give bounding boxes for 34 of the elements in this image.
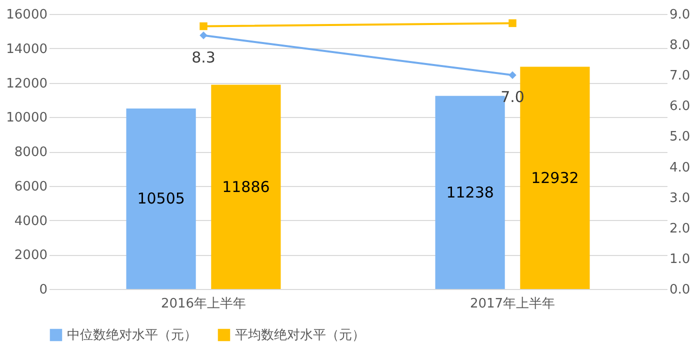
x-tick-label: 2016年上半年 xyxy=(160,296,246,312)
legend-label: 平均数绝对水平（元） xyxy=(235,328,365,343)
y-tick-label: 6000 xyxy=(14,179,48,194)
y-tick-label: 2000 xyxy=(14,248,48,264)
data-label: 12932 xyxy=(531,168,579,187)
legend-label: 中位数绝对水平（元） xyxy=(67,328,197,343)
y2-tick-label: 3.0 xyxy=(670,190,690,206)
point xyxy=(508,19,516,28)
y2-tick-label: 8.0 xyxy=(670,38,690,54)
data-label: 8.3 xyxy=(192,48,216,66)
bar xyxy=(126,108,196,289)
y2-tick-label: 5.0 xyxy=(670,130,690,145)
y2-tick-label: 6.0 xyxy=(670,99,690,114)
y2-tick-label: 1.0 xyxy=(670,252,690,267)
data-label: 10505 xyxy=(137,190,185,208)
y2-tick-label: 9.0 xyxy=(670,8,690,22)
point xyxy=(200,22,208,30)
y-tick-label: 8000 xyxy=(14,145,48,160)
y-tick-label: 0 xyxy=(39,282,48,298)
y2-tick-label: 4.0 xyxy=(670,160,690,176)
x-tick-label: 2017年上半年 xyxy=(470,296,556,312)
y-tick-label: 12000 xyxy=(6,76,48,92)
y-tick-label: 14000 xyxy=(6,42,48,57)
y2-tick-label: 7.0 xyxy=(670,68,690,84)
point xyxy=(200,32,208,40)
point xyxy=(508,71,516,79)
data-label: 11886 xyxy=(222,178,270,196)
bar xyxy=(211,84,281,289)
y2-tick-label: 2.0 xyxy=(670,221,690,236)
y-tick-label: 16000 xyxy=(6,8,48,22)
y-tick-label: 4000 xyxy=(14,214,48,229)
data-label: 11238 xyxy=(446,183,494,202)
y2-tick-label: 0.0 xyxy=(670,282,690,298)
y-tick-label: 10000 xyxy=(6,110,48,126)
